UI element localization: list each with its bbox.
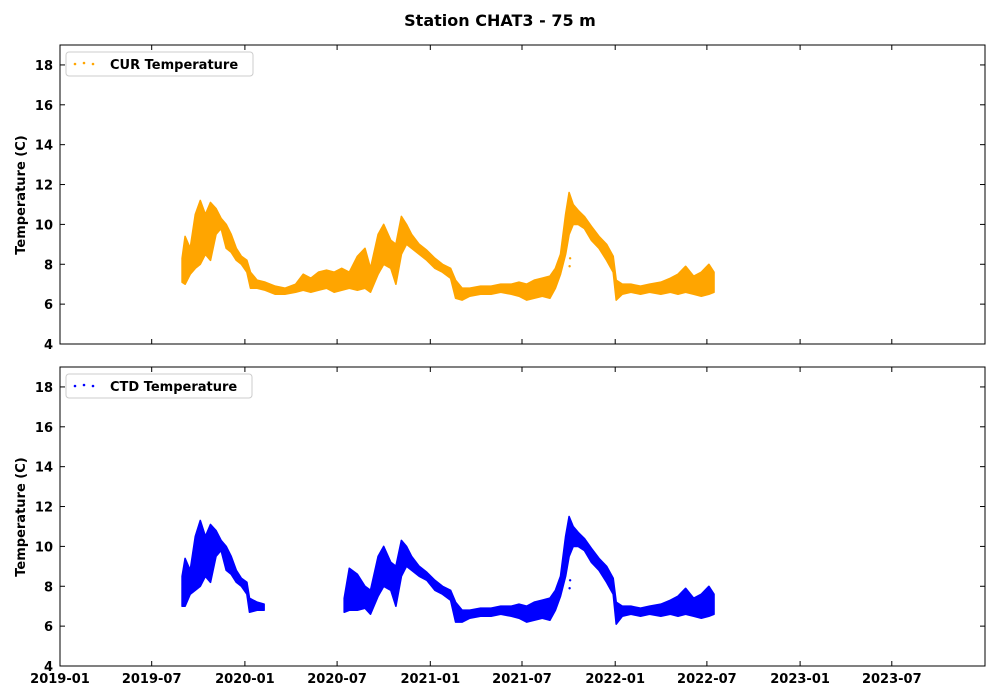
legend-label-top: CUR Temperature [110,58,238,73]
legend-marker-top [73,61,95,66]
y-tick-label: 10 [35,540,53,555]
x-ticks-bottom [59,367,893,666]
data-layer-top [181,191,715,301]
x-ticks-top [59,45,893,344]
y-tick-label: 14 [35,139,53,154]
y-axis-label-top: Temperature (C) [14,135,29,254]
x-tick-label: 2022-01 [585,672,645,687]
x-tick-label: 2023-07 [862,672,922,687]
legend-label-bottom: CTD Temperature [110,380,237,395]
plot-frame-bottom [59,366,986,667]
x-tick-label: 2019-01 [30,672,90,687]
legend-marker-dot [82,61,86,65]
y-tick-label: 18 [35,59,53,74]
y-ticks-top: 4 6 8 10 12 14 16 18 [35,59,985,353]
series-point [568,579,572,582]
y-tick-label: 8 [44,258,53,273]
y-tick-label: 12 [35,179,53,194]
y-tick-label: 18 [35,381,53,396]
x-tick-label: 2019-07 [122,672,182,687]
x-tick-label: 2021-01 [400,672,460,687]
panel-bottom: Temperature (C) 4 6 8 10 12 14 16 18 CTD Temper… [14,366,986,675]
legend-marker-dot [73,62,77,66]
panel-top: Temperature (C) 4 6 8 10 12 14 16 18 CUR Temper… [14,44,986,353]
y-tick-label: 6 [44,620,53,635]
y-tick-label: 12 [35,501,53,516]
data-layer-bottom [181,515,715,625]
legend-box-top [65,51,254,77]
legend-marker-dot [91,62,95,66]
series-band-bottom-0 [181,519,265,613]
series-point [568,257,572,260]
x-tick-label: 2022-07 [677,672,737,687]
x-tick-label: 2021-07 [492,672,552,687]
chart-title: Station CHAT3 - 75 m [404,11,596,30]
legend-top: CUR Temperature [65,51,254,77]
y-tick-label: 6 [44,298,53,313]
y-tick-label: 4 [44,338,53,353]
legend-marker-dot [91,384,95,388]
y-tick-label: 14 [35,461,53,476]
legend-marker-dot [73,384,77,388]
series-point [568,587,571,590]
y-ticks-bottom: 4 6 8 10 12 14 16 18 [35,381,985,675]
x-tick-label: 2020-01 [215,672,275,687]
series-band-bottom-1 [343,515,715,625]
y-tick-label: 16 [35,421,53,436]
x-tick-label: 2023-01 [770,672,830,687]
series-point [568,265,571,268]
y-tick-label: 4 [44,660,53,675]
y-tick-label: 8 [44,580,53,595]
legend-marker-bottom [73,383,95,388]
y-tick-label: 10 [35,218,53,233]
series-band-top-0 [181,191,715,301]
x-tick-labels: 2019-01 2019-07 2020-01 2020-07 2021-01 2021-… [30,672,921,687]
legend-marker-dot [82,383,86,387]
y-axis-label-bottom: Temperature (C) [14,457,29,576]
legend-bottom: CTD Temperature [65,373,253,399]
plot-frame-top [59,44,986,345]
y-tick-label: 16 [35,99,53,114]
legend-box-bottom [65,373,253,399]
x-tick-label: 2020-07 [307,672,367,687]
